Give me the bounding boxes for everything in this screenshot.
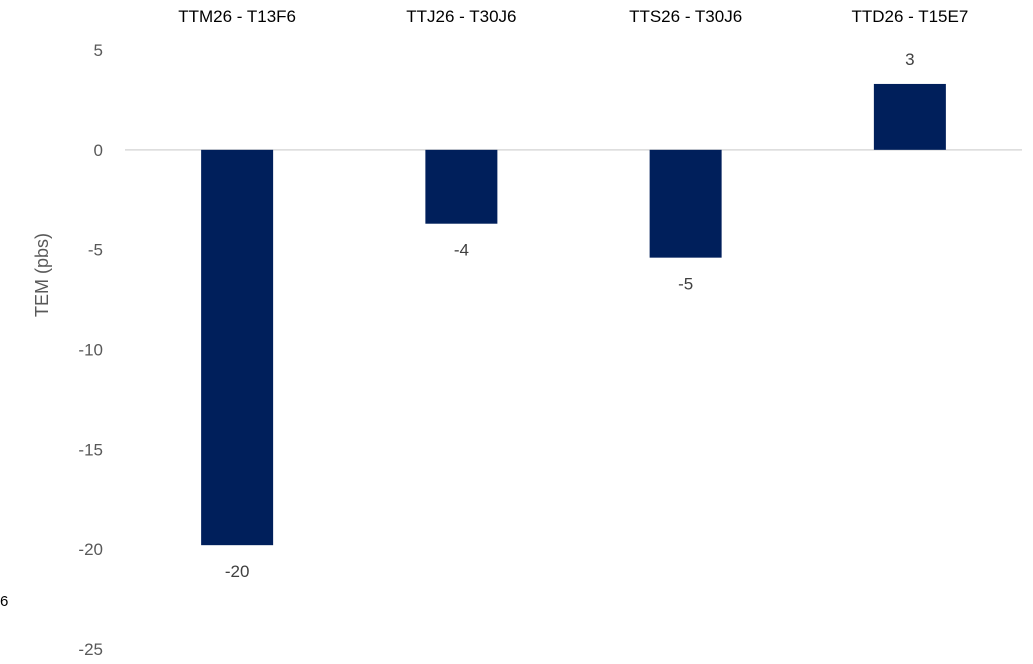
category-label: TTM26 - T13F6 (178, 7, 296, 26)
data-label: -4 (454, 241, 469, 260)
data-label: 3 (905, 50, 914, 69)
y-tick-label: -20 (78, 540, 103, 559)
y-tick-labels: 5 0 -5 -10 -15 -20 -25 (78, 41, 103, 659)
y-tick-label: -25 (78, 640, 103, 659)
bar (201, 149, 274, 546)
bar (649, 149, 722, 258)
data-labels: -20 -4 -5 3 (225, 50, 915, 581)
bar (425, 149, 498, 224)
y-tick-label: -5 (88, 241, 103, 260)
bar (873, 83, 946, 150)
bars (201, 83, 946, 546)
data-label: -5 (678, 275, 693, 294)
y-tick-label: 5 (94, 41, 103, 60)
category-label: TTD26 - T15E7 (851, 7, 968, 26)
y-tick-label: 0 (94, 141, 103, 160)
y-tick-label: -15 (78, 440, 103, 459)
stray-label: 6 (0, 593, 8, 610)
y-axis-title: TEM (pbs) (32, 233, 52, 317)
y-tick-label: -10 (78, 341, 103, 360)
category-labels: TTM26 - T13F6 TTJ26 - T30J6 TTS26 - T30J6 T… (178, 7, 968, 26)
data-label: -20 (225, 562, 250, 581)
category-label: TTJ26 - T30J6 (406, 7, 516, 26)
category-label: TTS26 - T30J6 (629, 7, 742, 26)
